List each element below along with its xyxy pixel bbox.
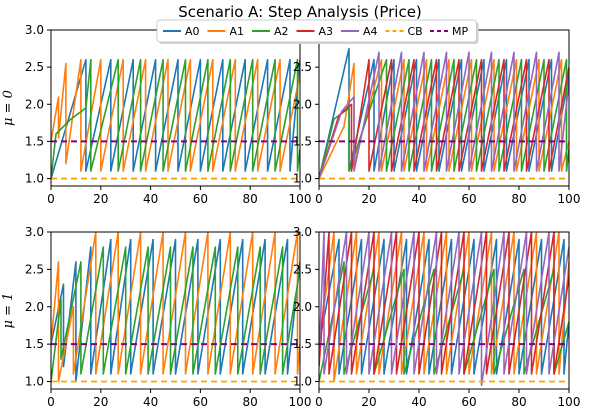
legend-label-MP: MP — [452, 25, 468, 38]
series-group — [319, 232, 569, 387]
x-tick-label: 60 — [461, 395, 476, 408]
series-line-A1 — [319, 232, 569, 383]
x-tick-label: 60 — [193, 192, 208, 206]
y-tick-label: 1.5 — [293, 337, 312, 351]
y-tick-label: 2.5 — [25, 60, 44, 74]
x-tick-label: 20 — [361, 192, 376, 206]
series-line-A0 — [51, 58, 300, 179]
y-tick-label: 3.0 — [293, 225, 312, 239]
series-line-A0 — [51, 238, 300, 383]
y-tick-label: 1.0 — [293, 172, 312, 186]
y-tick-label: 3.0 — [25, 225, 44, 239]
series-line-A1 — [319, 58, 569, 179]
series-line-A4 — [319, 51, 569, 179]
panel-3: 0 20 40 60 80 100 1.0 1.5 2.0 2.5 3.0 — [293, 225, 581, 408]
y-tick-label: 2.0 — [25, 300, 44, 314]
y-tick-label: 2.0 — [293, 300, 312, 314]
series-line-A4 — [319, 232, 569, 387]
x-tick-label: 40 — [411, 192, 426, 206]
series-line-A2 — [319, 58, 569, 179]
series-group — [319, 47, 569, 180]
series-line-A0 — [319, 47, 569, 179]
y-tick-label: 3.0 — [25, 23, 44, 37]
legend-label-A4: A4 — [363, 25, 378, 38]
x-tick-label: 0 — [47, 192, 55, 206]
legend-box — [156, 19, 477, 43]
x-tick-label: 0 — [47, 395, 55, 408]
x-tick-label: 20 — [361, 395, 376, 408]
y-tick-label: 2.5 — [293, 60, 312, 74]
x-tick-label: 40 — [143, 192, 158, 206]
chart-title: Scenario A: Step Analysis (Price) — [178, 3, 422, 21]
series-line-A3 — [319, 232, 569, 375]
x-tick-label: 0 — [315, 395, 323, 408]
y-tick-label: 2.5 — [25, 262, 44, 276]
x-tick-label: 40 — [143, 395, 158, 408]
series-line-A1 — [51, 232, 300, 383]
legend-label-A0: A0 — [185, 25, 200, 38]
row-label: μ = 0 — [1, 90, 16, 126]
x-tick-label: 80 — [243, 395, 258, 408]
legend-label-A3: A3 — [319, 25, 334, 38]
series-line-A2 — [51, 58, 300, 179]
series-group — [51, 232, 300, 383]
y-tick-label: 2.0 — [293, 97, 312, 111]
y-tick-label: 1.0 — [25, 172, 44, 186]
x-tick-label: 100 — [289, 395, 312, 408]
panels: 0 20 40 60 80 100 1.0 1.5 2.0 2.5 3.0 μ = 0 0 20 40 60 8… — [1, 23, 580, 408]
x-tick-label: 20 — [93, 395, 108, 408]
y-tick-label: 1.5 — [25, 337, 44, 351]
x-tick-label: 60 — [461, 192, 476, 206]
y-tick-label: 1.0 — [25, 375, 44, 389]
legend-label-A2: A2 — [274, 25, 289, 38]
x-tick-label: 100 — [289, 192, 312, 206]
x-tick-label: 80 — [511, 192, 526, 206]
x-tick-label: 0 — [315, 192, 323, 206]
series-line-A3 — [319, 58, 569, 179]
x-tick-label: 20 — [93, 192, 108, 206]
legend-label-CB: CB — [408, 25, 423, 38]
y-tick-label: 1.5 — [293, 134, 312, 148]
x-tick-label: 100 — [558, 192, 581, 206]
panel-frame — [50, 231, 301, 390]
x-tick-label: 80 — [243, 192, 258, 206]
legend: A0 A1 A2 A3 A4 CB MP — [156, 19, 479, 44]
x-tick-label: 80 — [511, 395, 526, 408]
y-tick-label: 1.0 — [293, 375, 312, 389]
panel-0: 0 20 40 60 80 100 1.0 1.5 2.0 2.5 3.0 μ = 0 — [1, 23, 311, 206]
panel-frame — [318, 231, 570, 390]
row-label: μ = 1 — [1, 293, 16, 329]
legend-label-A1: A1 — [230, 25, 245, 38]
panel-2: 0 20 40 60 80 100 1.0 1.5 2.0 2.5 3.0 μ = 1 — [1, 225, 311, 408]
x-tick-label: 60 — [193, 395, 208, 408]
y-tick-label: 2.0 — [25, 97, 44, 111]
y-tick-label: 1.5 — [25, 134, 44, 148]
y-tick-label: 2.5 — [293, 262, 312, 276]
series-group — [51, 58, 300, 180]
series-line-A2 — [51, 246, 300, 382]
x-tick-label: 40 — [411, 395, 426, 408]
series-line-A1 — [51, 58, 300, 172]
x-tick-label: 100 — [558, 395, 581, 408]
